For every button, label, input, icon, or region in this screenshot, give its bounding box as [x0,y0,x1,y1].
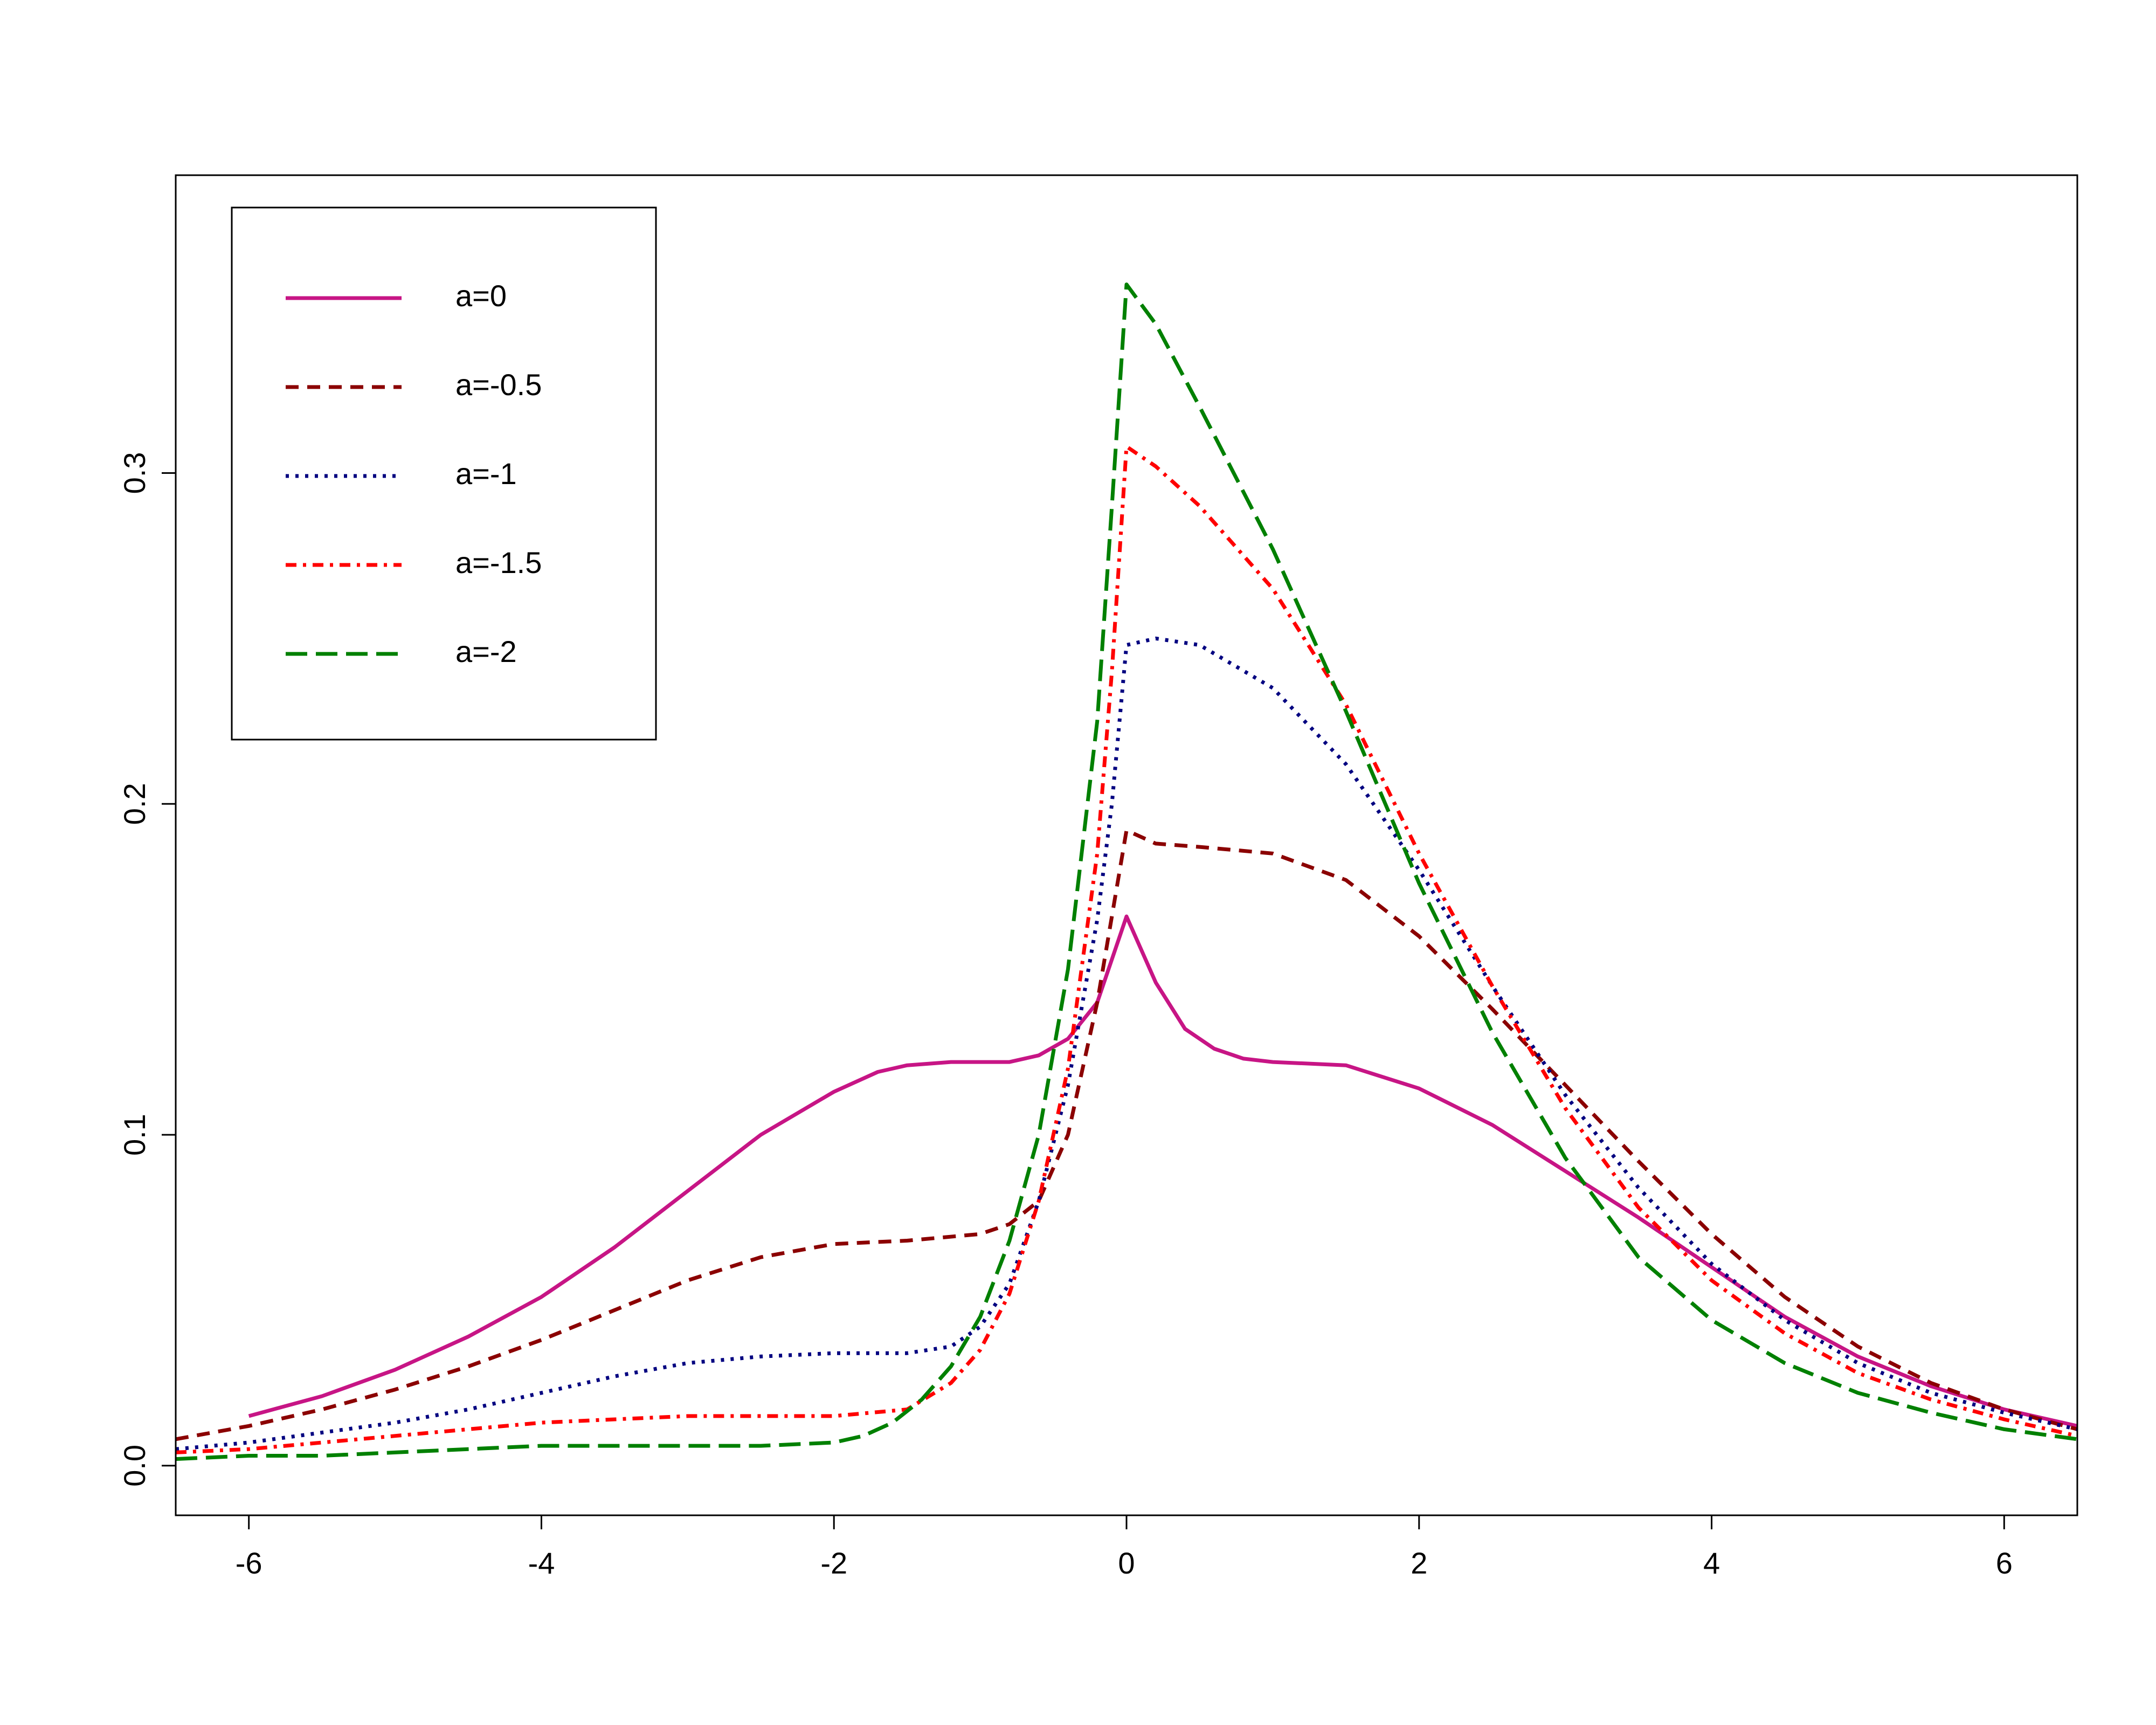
legend-label-2: a=-1 [455,457,517,491]
legend-box [231,206,657,741]
x-tick-label: 0 [1118,1546,1135,1580]
y-tick-label: 0.1 [118,1114,151,1156]
y-axis: 0.0 0.1 0.2 0.3 [118,452,177,1487]
x-tick-label: 2 [1411,1546,1427,1580]
x-tick-label: 4 [1703,1546,1720,1580]
series-layer [175,282,2078,1461]
x-tick-label: -2 [820,1546,847,1580]
series-line-4 [175,282,2078,1461]
y-tick-label: 0.3 [118,452,151,494]
x-axis: -6 -4 -2 0 2 4 6 [236,1514,2013,1580]
series-line-1 [175,828,2078,1441]
legend-label-3: a=-1.5 [455,546,542,579]
y-tick-label: 0.2 [118,783,151,825]
x-tick-label: 6 [1996,1546,2013,1580]
x-tick-label: -4 [528,1546,555,1580]
legend: a=0 a=-0.5 a=-1 a=-1.5 a=-2 [231,206,657,741]
legend-label-0: a=0 [455,279,507,313]
legend-label-4: a=-2 [455,634,517,668]
y-tick-label: 0.0 [118,1445,151,1487]
x-tick-label: -6 [236,1546,262,1580]
legend-label-1: a=-0.5 [455,368,542,402]
